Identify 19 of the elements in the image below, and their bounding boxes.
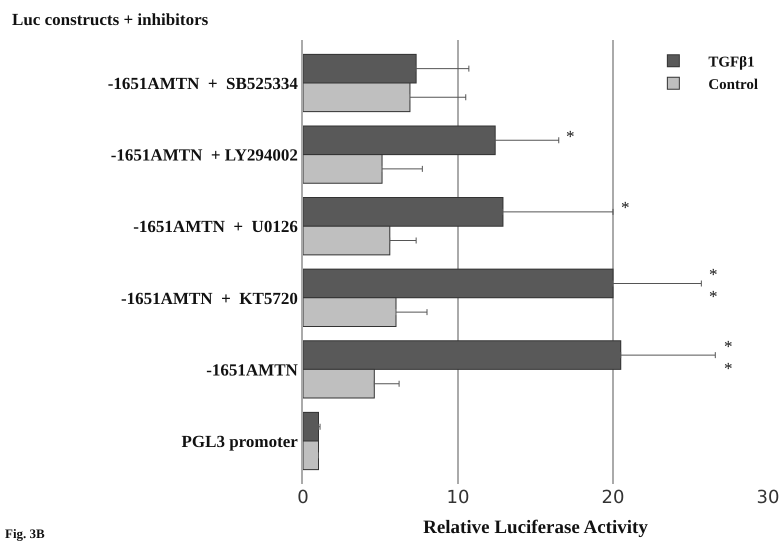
y-tick-label: -1651AMTN + LY294002 <box>110 146 298 165</box>
x-tick-label: 10 <box>446 487 470 508</box>
y-axis-title: Luc constructs + inhibitors <box>12 10 209 29</box>
y-tick-label: -1651AMTN + U0126 <box>133 217 298 236</box>
annotation: * <box>621 198 630 217</box>
y-tick-label: -1651AMTN + SB525334 <box>108 74 298 93</box>
x-tick-label: 30 <box>756 487 780 508</box>
y-tick-label: PGL3 promoter <box>182 432 298 451</box>
annotation: * * <box>724 337 732 378</box>
annotation: * <box>566 127 574 146</box>
legend-label: TGFβ1 <box>708 54 755 71</box>
legend-label: Control <box>708 77 758 94</box>
x-tick-label: 20 <box>602 487 624 508</box>
annotation: * * <box>709 265 718 306</box>
y-tick-label: -1651AMTN + KT5720 <box>120 288 298 308</box>
y-tick-label: -1651AMTN <box>206 360 299 380</box>
x-tick-label: 0 <box>297 487 309 508</box>
x-axis-title: Relative Luciferase Activity <box>423 516 648 538</box>
caption: Fig. 3B <box>5 526 46 541</box>
